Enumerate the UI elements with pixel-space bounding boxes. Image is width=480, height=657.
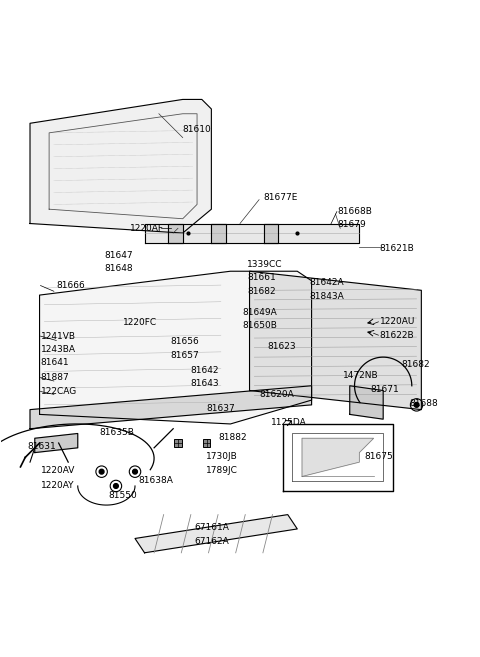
Circle shape xyxy=(414,403,419,407)
Text: 81682: 81682 xyxy=(247,286,276,296)
Text: 81643: 81643 xyxy=(190,379,218,388)
Text: 81671: 81671 xyxy=(370,385,399,394)
Text: 1730JB: 1730JB xyxy=(205,453,238,461)
Polygon shape xyxy=(211,223,226,242)
Text: 81843A: 81843A xyxy=(309,292,344,300)
Text: 81677E: 81677E xyxy=(264,193,298,202)
Text: 1243BA: 1243BA xyxy=(40,345,75,354)
Text: 81610: 81610 xyxy=(183,125,212,133)
Text: 1220AY: 1220AY xyxy=(40,480,74,489)
Text: 81638A: 81638A xyxy=(138,476,173,486)
Polygon shape xyxy=(144,223,360,242)
Bar xyxy=(174,440,182,447)
Bar xyxy=(203,440,210,447)
Text: 1339CC: 1339CC xyxy=(247,260,283,269)
Text: 81631: 81631 xyxy=(28,442,56,451)
Circle shape xyxy=(114,484,118,488)
Text: 81635B: 81635B xyxy=(99,428,134,436)
Polygon shape xyxy=(30,386,312,429)
Text: 1220FC: 1220FC xyxy=(123,318,157,327)
Polygon shape xyxy=(250,271,421,409)
Text: 81649A: 81649A xyxy=(242,307,277,317)
Polygon shape xyxy=(30,99,211,233)
Text: 81650B: 81650B xyxy=(242,321,277,330)
Text: 81882: 81882 xyxy=(218,433,247,442)
Text: 81642A: 81642A xyxy=(309,278,344,287)
Text: 81623: 81623 xyxy=(268,342,296,351)
Text: 81657: 81657 xyxy=(171,351,200,360)
Text: 81637: 81637 xyxy=(206,404,235,413)
Polygon shape xyxy=(302,438,373,476)
Text: 1220AV: 1220AV xyxy=(40,466,75,475)
Text: 81661: 81661 xyxy=(247,273,276,283)
Text: 1220AF: 1220AF xyxy=(130,224,164,233)
Text: 81668B: 81668B xyxy=(338,207,372,216)
Text: 81621B: 81621B xyxy=(379,244,414,253)
Text: 1220AU: 1220AU xyxy=(380,317,415,327)
Polygon shape xyxy=(350,386,383,419)
Text: 81679: 81679 xyxy=(338,220,367,229)
Text: 81647: 81647 xyxy=(104,252,132,260)
Text: 81620A: 81620A xyxy=(259,390,294,399)
Text: 1472NB: 1472NB xyxy=(343,371,378,380)
Text: 67161A: 67161A xyxy=(195,524,229,532)
Polygon shape xyxy=(264,223,278,242)
Text: 81641: 81641 xyxy=(40,358,69,367)
Text: 81666: 81666 xyxy=(56,281,85,290)
Text: 67162A: 67162A xyxy=(195,537,229,546)
Polygon shape xyxy=(39,271,312,424)
Text: 81648: 81648 xyxy=(104,264,132,273)
Polygon shape xyxy=(135,514,297,553)
Text: 81887: 81887 xyxy=(40,373,69,382)
Text: 1241VB: 1241VB xyxy=(40,332,75,340)
Text: 81642: 81642 xyxy=(190,366,218,375)
Polygon shape xyxy=(35,434,78,453)
Circle shape xyxy=(99,469,104,474)
Text: 81622B: 81622B xyxy=(380,330,414,340)
Text: 81656: 81656 xyxy=(171,337,200,346)
Text: 122CAG: 122CAG xyxy=(40,387,77,396)
Polygon shape xyxy=(168,223,183,242)
Text: 1125DA: 1125DA xyxy=(271,418,307,427)
Text: 81550: 81550 xyxy=(109,491,137,499)
Text: 81682: 81682 xyxy=(401,360,430,369)
Text: 1789JC: 1789JC xyxy=(205,466,238,475)
Circle shape xyxy=(132,469,137,474)
Text: 81675: 81675 xyxy=(364,452,393,461)
Text: 81688: 81688 xyxy=(409,399,438,409)
